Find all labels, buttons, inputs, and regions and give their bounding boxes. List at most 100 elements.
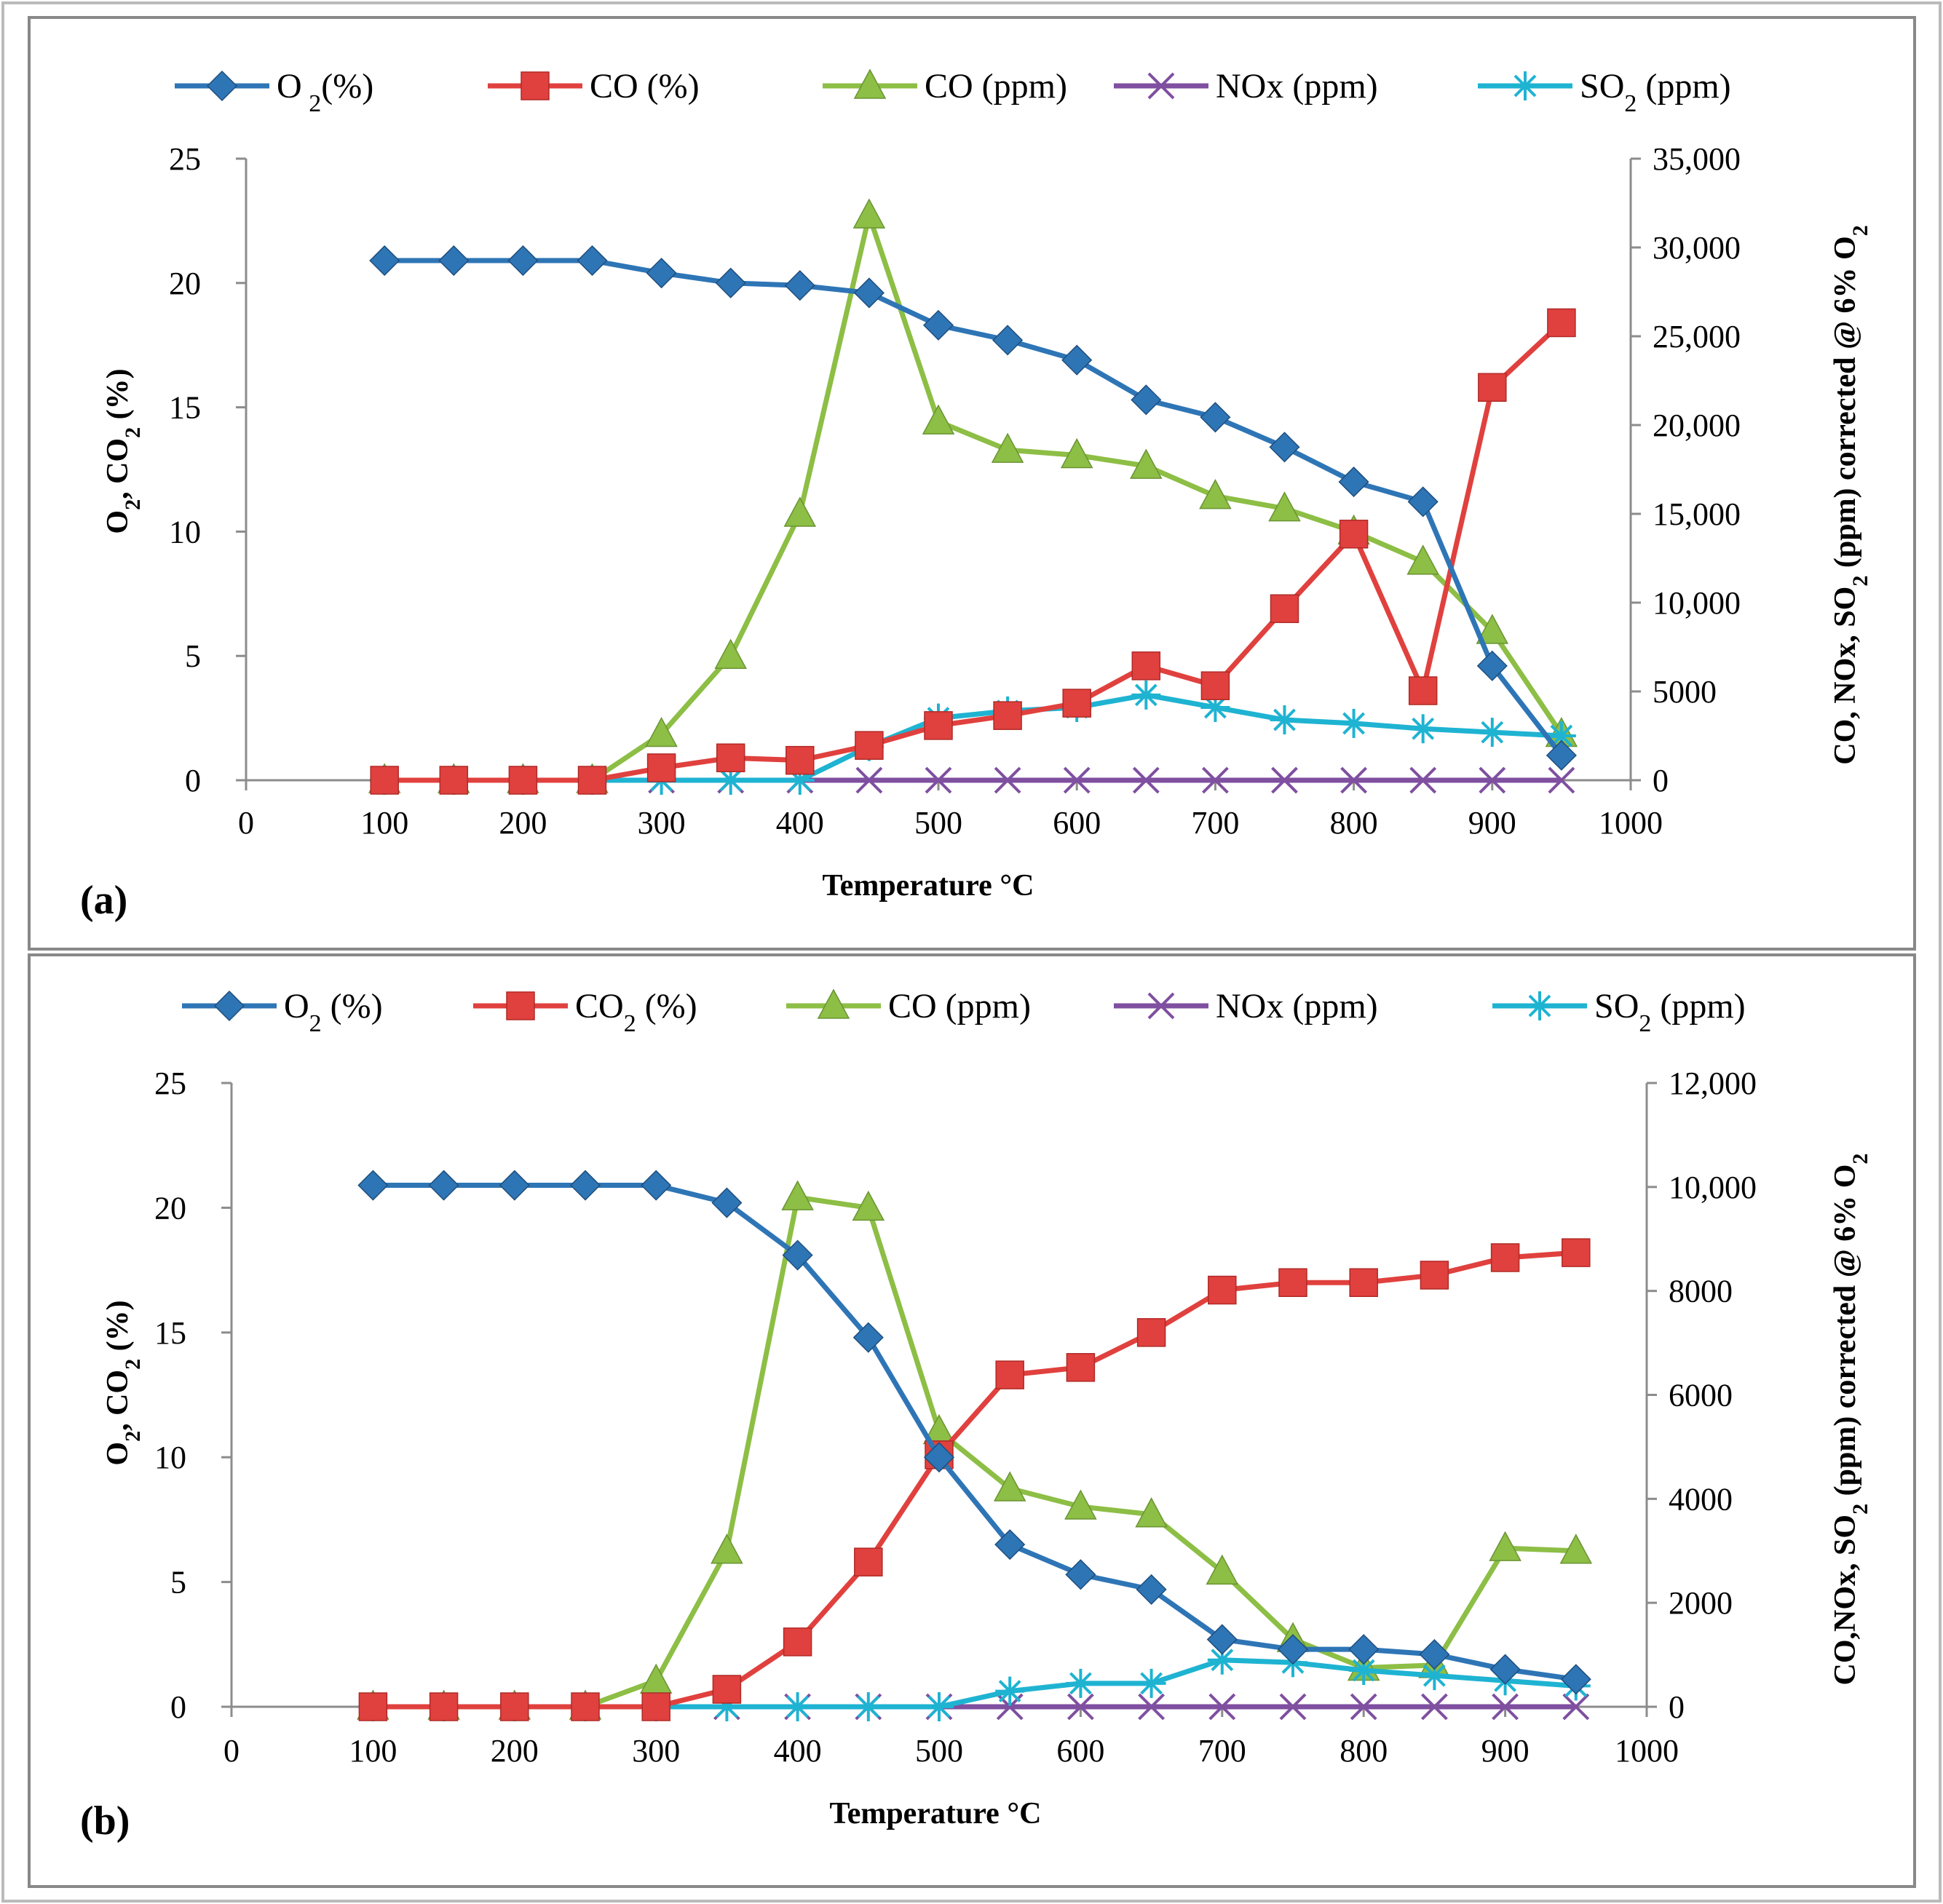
data-point-co2 [1547,308,1576,338]
data-point-nox [1067,1693,1094,1721]
data-point-o2 [507,245,539,277]
data-point-o2 [499,1170,530,1201]
legend-label-co2: CO2 (%) [575,987,697,1037]
x-tick-label: 900 [1468,805,1516,841]
data-point-co2 [1066,1353,1096,1382]
legend-marker-o2 [206,70,238,102]
data-point-o2 [1269,432,1300,463]
legend-marker-co [853,68,887,99]
y-left-tick-label: 5 [170,1565,186,1600]
y-right-tick-label: 30,000 [1653,230,1741,266]
x-tick-label: 100 [349,1733,397,1769]
x-tick-label: 900 [1481,1733,1530,1769]
y-left-tick-label: 10 [169,514,201,550]
y-left-tick-label: 0 [170,1689,186,1725]
x-tick-label: 600 [1053,805,1101,841]
data-point-co [1268,491,1301,522]
data-point-o2 [992,325,1024,356]
data-point-co [783,496,817,527]
legend-b: O2 (%) CO2 (%) CO (ppm) NOx (ppm) SO2 (ppm) [182,987,1746,1037]
data-point-co [1130,448,1163,479]
data-point-o2 [369,245,400,277]
data-point-co2 [500,1692,529,1721]
legend-item-so2: SO2 (ppm) [1478,67,1731,117]
x-axis-title-b: Temperature °C [830,1797,1042,1830]
data-point-o2 [852,1322,884,1353]
legend-marker-nox [1147,72,1175,100]
data-point-nox [1271,766,1298,794]
data-point-so2 [925,1692,954,1721]
legend-a: O 2(%) CO (%) CO (ppm) NOx (ppm) SO2 (ppm) [175,67,1731,117]
data-point-o2 [994,1529,1026,1560]
data-point-o2 [1136,1574,1167,1605]
data-point-co2 [1062,689,1091,718]
series-o2 [369,245,1577,771]
x-tick-label: 500 [914,805,962,841]
legend-item-nox: NOx (ppm) [1114,67,1378,106]
data-point-co [711,1534,743,1564]
data-point-co2 [783,1627,812,1657]
data-point-co2 [508,766,538,795]
data-point-co2 [1339,520,1369,549]
chart-panel-b: O2 (%) CO2 (%) CO (ppm) NOx (ppm) SO2 (ppm) … [28,953,1916,1888]
legend-label-o2: O2 (%) [284,987,383,1037]
data-point-o2 [923,1442,955,1473]
data-point-so2 [1066,1668,1096,1698]
data-point-o2 [646,258,677,289]
data-point-nox [1340,766,1368,794]
y-left-tick-label: 0 [185,763,201,798]
data-point-co2 [1270,594,1299,624]
data-point-co2 [439,766,469,795]
y-right-tick-label: 15,000 [1653,496,1741,532]
data-point-nox [1063,766,1091,794]
data-point-o2 [715,267,746,298]
legend-item-o2: O 2(%) [175,67,373,117]
data-point-nox [1132,766,1160,794]
y-right-tick-label: 10,000 [1669,1170,1757,1205]
data-point-o2 [1065,1559,1096,1590]
data-point-co2 [1420,1261,1449,1290]
data-point-co [781,1180,814,1210]
x-tick-label: 0 [238,805,254,841]
data-point-nox [855,766,883,794]
legend-label-co2: CO (%) [590,67,700,106]
data-point-so2 [995,1676,1025,1706]
y-left-tick-label: 20 [154,1190,186,1226]
data-point-co [1206,1554,1239,1585]
data-point-co2 [855,731,884,760]
data-point-o2 [1338,467,1369,498]
y-right-tick-label: 8000 [1669,1274,1733,1309]
data-point-so2 [1270,705,1299,735]
legend-label-co: CO (ppm) [925,67,1067,106]
data-point-co2 [577,766,607,795]
data-point-so2 [1477,718,1507,747]
series-o2 [357,1170,1591,1695]
data-point-co [852,198,886,229]
series-co2 [358,1238,1591,1721]
data-point-o2 [438,245,470,277]
legend-item-co2: CO (%) [488,67,700,106]
data-point-o2 [1206,1624,1238,1655]
y-right-tick-label: 20,000 [1653,408,1741,443]
data-point-nox [1201,766,1229,794]
series-co2 [370,308,1576,795]
data-point-o2 [1489,1654,1521,1685]
data-point-co2 [1200,671,1230,700]
data-point-o2 [782,1239,813,1271]
data-point-co2 [641,1692,670,1721]
legend-item-co2: CO2 (%) [473,987,697,1037]
legend-label-nox: NOx (ppm) [1216,987,1378,1026]
data-point-co2 [716,743,745,773]
data-point-so2 [1339,708,1369,738]
x-tick-label: 1000 [1599,805,1663,841]
legend-label-co: CO (ppm) [888,987,1031,1026]
plot-area-a: 0 100 200 300 400 500 600 700 800 900 100005101520… [169,141,1741,841]
x-tick-label: 800 [1339,1733,1388,1769]
x-axis-title-a: Temperature °C [823,869,1034,903]
data-point-co [1064,1489,1097,1520]
legend-label-so2: SO2 (ppm) [1580,67,1731,117]
data-point-so2 [1131,680,1161,710]
legend-marker-co [817,988,850,1019]
data-point-o2 [428,1170,459,1201]
